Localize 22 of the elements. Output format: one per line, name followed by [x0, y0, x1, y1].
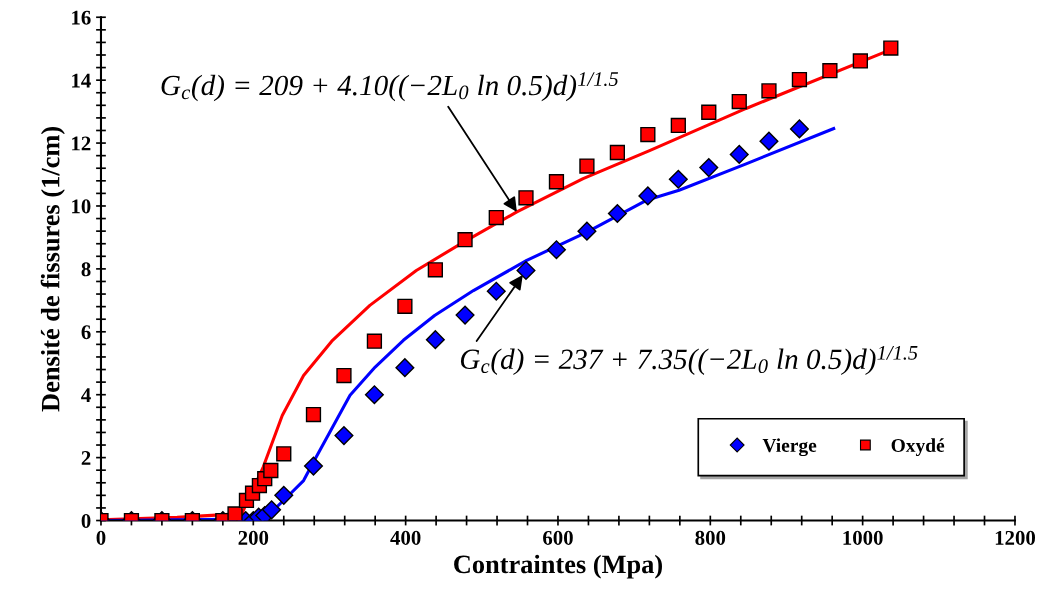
- y-axis-title: Densité de fissures (1/cm): [40, 127, 65, 412]
- y-tick-label: 8: [81, 262, 91, 277]
- x-tick-label: 0: [96, 530, 106, 545]
- x-tick-label: 1000: [843, 530, 883, 545]
- x-tick-label: 200: [238, 530, 269, 545]
- legend-label: Vierge: [762, 438, 817, 457]
- legend-label: Oxydé: [891, 438, 945, 457]
- x-tick-label: 800: [695, 530, 726, 545]
- y-tick-label: 14: [72, 73, 91, 88]
- y-tick-label: 0: [81, 513, 91, 528]
- annotation: G$_{c}$(d) = 237 + 7.35((−2L$_{0}$ ln 0.5)d)$^{1/1.5}$: [460, 346, 918, 376]
- x-axis-title: Contraintes (Mpa): [454, 554, 662, 579]
- y-tick-label: 6: [81, 325, 91, 340]
- x-tick-label: 400: [390, 530, 421, 545]
- y-tick-label: 2: [81, 451, 91, 465]
- y-tick-label: 10: [72, 199, 91, 214]
- y-tick-label: 4: [81, 388, 91, 402]
- y-tick-label: 16: [72, 10, 91, 25]
- annotation: G$_{c}$(d) = 209 + 4.10((−2L$_{0}$ ln 0.5)d)$^{1/1.5}$: [161, 72, 619, 102]
- y-tick-label: 12: [72, 136, 91, 151]
- x-tick-label: 600: [543, 530, 573, 545]
- x-tick-label: 1200: [995, 530, 1036, 545]
